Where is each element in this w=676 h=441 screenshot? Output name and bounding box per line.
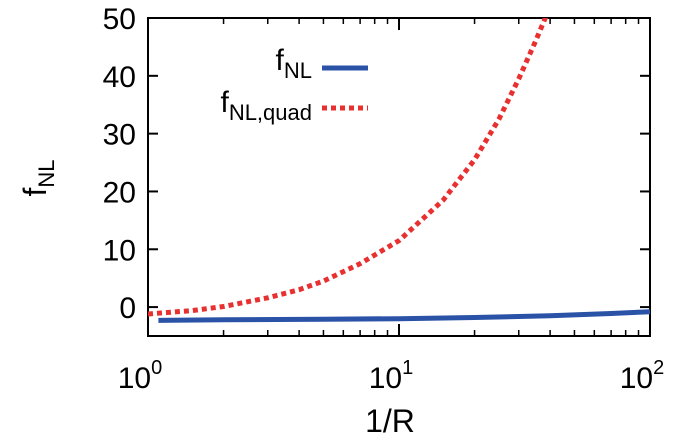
y-tick-label: 10 — [103, 234, 136, 267]
y-tick-label: 40 — [103, 61, 136, 94]
y-tick-label: 20 — [103, 176, 136, 209]
y-tick-label: 0 — [119, 292, 136, 325]
legend-label-fnl-quad: fNL,quad — [220, 86, 312, 125]
legend-label-fnl: fNL — [276, 44, 312, 83]
y-tick-label: 50 — [103, 3, 136, 36]
y-tick-label: 30 — [103, 119, 136, 152]
x-tick-label: 102 — [620, 357, 665, 395]
y-axis-label: fNL — [17, 159, 59, 196]
x-tick-label: 100 — [118, 357, 163, 395]
x-tick-label: 101 — [369, 357, 414, 395]
x-axis-label: 1/R — [365, 403, 415, 439]
plot-frame — [147, 17, 651, 337]
series-line-fnl — [158, 309, 650, 323]
series-line-fnl-quad — [148, 18, 548, 317]
legend: fNL fNL,quad — [220, 44, 368, 125]
